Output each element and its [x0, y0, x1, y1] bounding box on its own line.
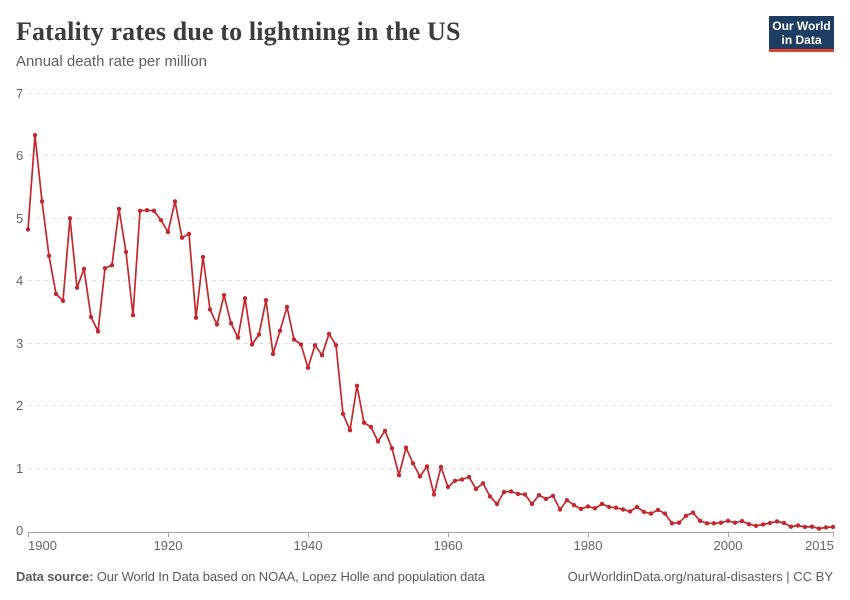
svg-text:0: 0 — [16, 523, 23, 538]
svg-text:2015: 2015 — [805, 538, 834, 553]
svg-text:1920: 1920 — [154, 538, 183, 553]
svg-text:1900: 1900 — [28, 538, 57, 553]
svg-text:2: 2 — [16, 398, 23, 413]
svg-text:2000: 2000 — [714, 538, 743, 553]
svg-text:1980: 1980 — [574, 538, 603, 553]
svg-text:1960: 1960 — [434, 538, 463, 553]
svg-text:7: 7 — [16, 86, 23, 101]
svg-text:5: 5 — [16, 211, 23, 226]
svg-text:4: 4 — [16, 273, 23, 288]
svg-text:1: 1 — [16, 461, 23, 476]
svg-text:6: 6 — [16, 148, 23, 163]
svg-text:3: 3 — [16, 336, 23, 351]
svg-text:1940: 1940 — [294, 538, 323, 553]
